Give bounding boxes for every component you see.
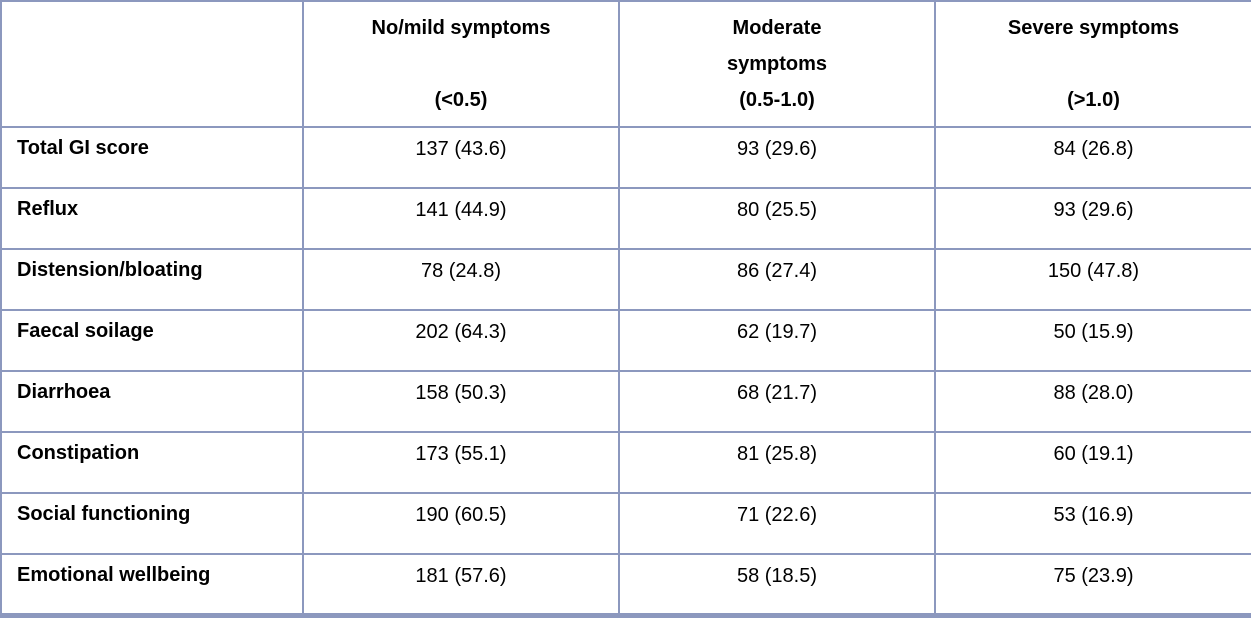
value-cell: 93 (29.6) xyxy=(618,125,936,190)
row-label: Faecal soilage xyxy=(0,309,304,373)
value-cell: 53 (16.9) xyxy=(934,492,1251,556)
value-cell: 86 (27.4) xyxy=(618,248,936,312)
value-cell: 202 (64.3) xyxy=(302,309,620,373)
table-row-social-functioning: Social functioning 190 (60.5) 71 (22.6) … xyxy=(0,492,1251,556)
value-cell: 62 (19.7) xyxy=(618,309,936,373)
table-row-distension-bloating: Distension/bloating 78 (24.8) 86 (27.4) … xyxy=(0,248,1251,312)
table-row-total-gi-score: Total GI score 137 (43.6) 93 (29.6) 84 (… xyxy=(0,125,1251,190)
table-row-reflux: Reflux 141 (44.9) 80 (25.5) 93 (29.6) xyxy=(0,187,1251,251)
table-row-constipation: Constipation 173 (55.1) 81 (25.8) 60 (19… xyxy=(0,431,1251,495)
column-header-moderate: Moderate symptoms (0.5-1.0) xyxy=(618,0,936,128)
row-label: Social functioning xyxy=(0,492,304,556)
value-cell: 93 (29.6) xyxy=(934,187,1251,251)
value-cell: 137 (43.6) xyxy=(302,125,620,190)
value-cell: 58 (18.5) xyxy=(618,553,936,617)
header-row: No/mild symptoms (<0.5) Moderate symptom… xyxy=(0,0,1251,128)
value-cell: 84 (26.8) xyxy=(934,125,1251,190)
value-cell: 81 (25.8) xyxy=(618,431,936,495)
value-cell: 141 (44.9) xyxy=(302,187,620,251)
table-row-emotional-wellbeing: Emotional wellbeing 181 (57.6) 58 (18.5)… xyxy=(0,553,1251,617)
row-label: Emotional wellbeing xyxy=(0,553,304,617)
row-label: Diarrhoea xyxy=(0,370,304,434)
table-row-faecal-soilage: Faecal soilage 202 (64.3) 62 (19.7) 50 (… xyxy=(0,309,1251,373)
value-cell: 181 (57.6) xyxy=(302,553,620,617)
table-row-diarrhoea: Diarrhoea 158 (50.3) 68 (21.7) 88 (28.0) xyxy=(0,370,1251,434)
column-header-no-mild: No/mild symptoms (<0.5) xyxy=(302,0,620,128)
value-cell: 75 (23.9) xyxy=(934,553,1251,617)
column-header-severe: Severe symptoms (>1.0) xyxy=(934,0,1251,128)
value-cell: 71 (22.6) xyxy=(618,492,936,556)
value-cell: 78 (24.8) xyxy=(302,248,620,312)
value-cell: 88 (28.0) xyxy=(934,370,1251,434)
row-label: Total GI score xyxy=(0,125,304,190)
corner-cell xyxy=(0,0,304,128)
value-cell: 50 (15.9) xyxy=(934,309,1251,373)
row-label: Reflux xyxy=(0,187,304,251)
row-label: Constipation xyxy=(0,431,304,495)
value-cell: 190 (60.5) xyxy=(302,492,620,556)
value-cell: 68 (21.7) xyxy=(618,370,936,434)
value-cell: 158 (50.3) xyxy=(302,370,620,434)
value-cell: 80 (25.5) xyxy=(618,187,936,251)
value-cell: 150 (47.8) xyxy=(934,248,1251,312)
value-cell: 60 (19.1) xyxy=(934,431,1251,495)
row-label: Distension/bloating xyxy=(0,248,304,312)
value-cell: 173 (55.1) xyxy=(302,431,620,495)
